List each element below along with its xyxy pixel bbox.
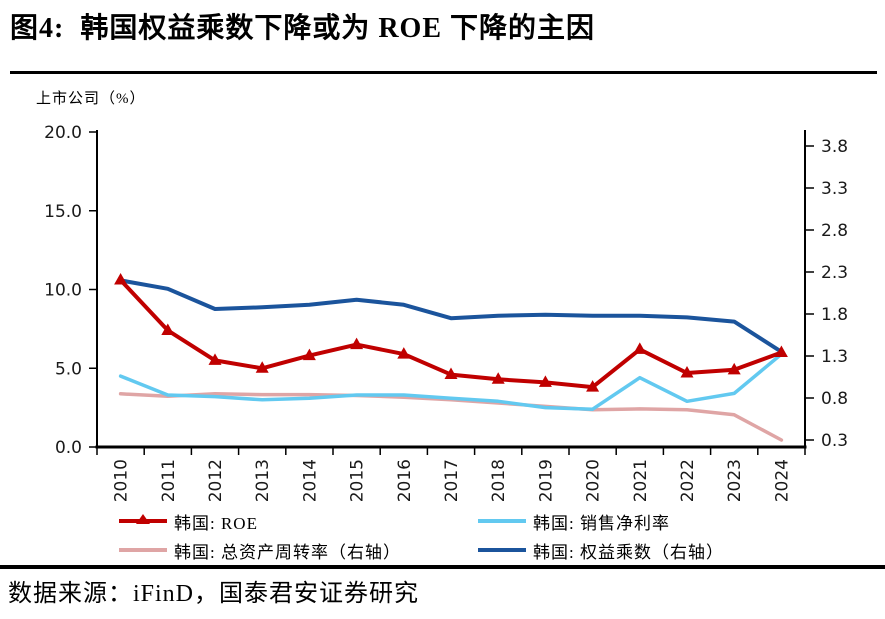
left-axis-tick-label: 0.0: [55, 438, 82, 458]
legend-item-asset-turnover: 韩国: 总资产周转率（右轴）: [119, 539, 478, 562]
legend-label-net-margin: 韩国: 销售净利率: [533, 513, 670, 533]
series-marker-triangle: [727, 362, 741, 375]
x-axis-year-label: 2022: [678, 459, 698, 502]
series-line-2: [118, 392, 784, 442]
axis-unit-label: 上市公司（%）: [36, 91, 146, 107]
series-line-3: [118, 278, 784, 354]
x-axis-year-label: 2023: [725, 459, 745, 502]
right-axis-tick-label: 1.3: [821, 347, 848, 367]
x-axis-year-label: 2019: [536, 459, 556, 502]
right-axis-tick-label: 3.3: [821, 179, 848, 199]
legend-item-equity-multiplier: 韩国: 权益乘数（右轴）: [478, 539, 724, 562]
series-marker-triangle: [208, 353, 222, 365]
series-line-0: [118, 278, 784, 390]
series-marker-triangle: [161, 323, 175, 335]
right-axis-tick-label: 3.8: [821, 137, 848, 157]
series-marker-triangle: [680, 365, 694, 378]
series-marker-triangle: [114, 273, 128, 285]
series-line-1: [118, 352, 784, 411]
right-axis-tick-label: 0.3: [821, 431, 848, 451]
data-source: 数据来源：iFinD，国泰君安证券研究: [8, 581, 420, 607]
legend-item-roe: 韩国: ROE: [119, 510, 478, 533]
x-axis-year-label: 2021: [631, 459, 651, 502]
series-marker-triangle: [633, 342, 647, 354]
x-axis-year-label: 2024: [772, 459, 792, 502]
right-axis-tick-label: 1.8: [821, 305, 848, 325]
left-axis-tick-label: 5.0: [55, 359, 82, 379]
x-axis-year-label: 2013: [253, 459, 273, 502]
series-marker-triangle: [255, 361, 269, 373]
series-marker-triangle: [397, 347, 411, 359]
x-axis-year-label: 2010: [112, 459, 132, 502]
legend-swatch-equity-multiplier: [478, 541, 526, 559]
series-marker-triangle: [350, 337, 364, 350]
x-axis-year-label: 2018: [489, 459, 509, 502]
x-axis-year-label: 2012: [206, 459, 226, 502]
legend-label-asset-turnover: 韩国: 总资产周转率（右轴）: [174, 542, 401, 562]
right-axis-tick-label: 0.8: [821, 389, 848, 409]
series-marker-triangle: [538, 375, 552, 387]
legend-swatch-asset-turnover: [119, 541, 167, 559]
series-marker-triangle: [444, 367, 458, 380]
legend-item-net-margin: 韩国: 销售净利率: [478, 510, 724, 533]
triangle-marker-icon: [136, 514, 150, 524]
legend-label-roe: 韩国: ROE: [174, 513, 258, 533]
series-marker-triangle: [586, 380, 600, 392]
series-marker-triangle: [491, 372, 505, 384]
legend-swatch-roe: [119, 512, 167, 530]
x-axis-year-label: 2020: [584, 459, 604, 502]
series-marker-triangle: [774, 345, 788, 357]
title-divider: [10, 71, 877, 74]
left-axis-tick-label: 10.0: [44, 281, 82, 301]
x-axis-year-label: 2017: [442, 459, 462, 502]
figure-title: 图4: 韩国权益乘数下降或为 ROE 下降的主因: [10, 13, 596, 44]
right-axis-tick-label: 2.8: [821, 221, 848, 241]
series-marker-triangle: [302, 348, 316, 361]
right-axis-tick-label: 2.3: [821, 263, 848, 283]
legend: 韩国: ROE 韩国: 销售净利率 韩国: 总资产周转率（右轴） 韩国: 权益乘…: [119, 510, 724, 562]
x-axis-year-label: 2011: [159, 459, 179, 502]
legend-label-equity-multiplier: 韩国: 权益乘数（右轴）: [533, 542, 724, 562]
x-axis-year-label: 2014: [300, 459, 320, 502]
x-axis-year-label: 2015: [348, 459, 368, 502]
legend-swatch-net-margin: [478, 512, 526, 530]
left-axis-tick-label: 15.0: [44, 202, 82, 222]
x-axis-year-label: 2016: [395, 459, 415, 502]
left-axis-tick-label: 20.0: [44, 123, 82, 143]
footer-divider: [0, 565, 885, 569]
